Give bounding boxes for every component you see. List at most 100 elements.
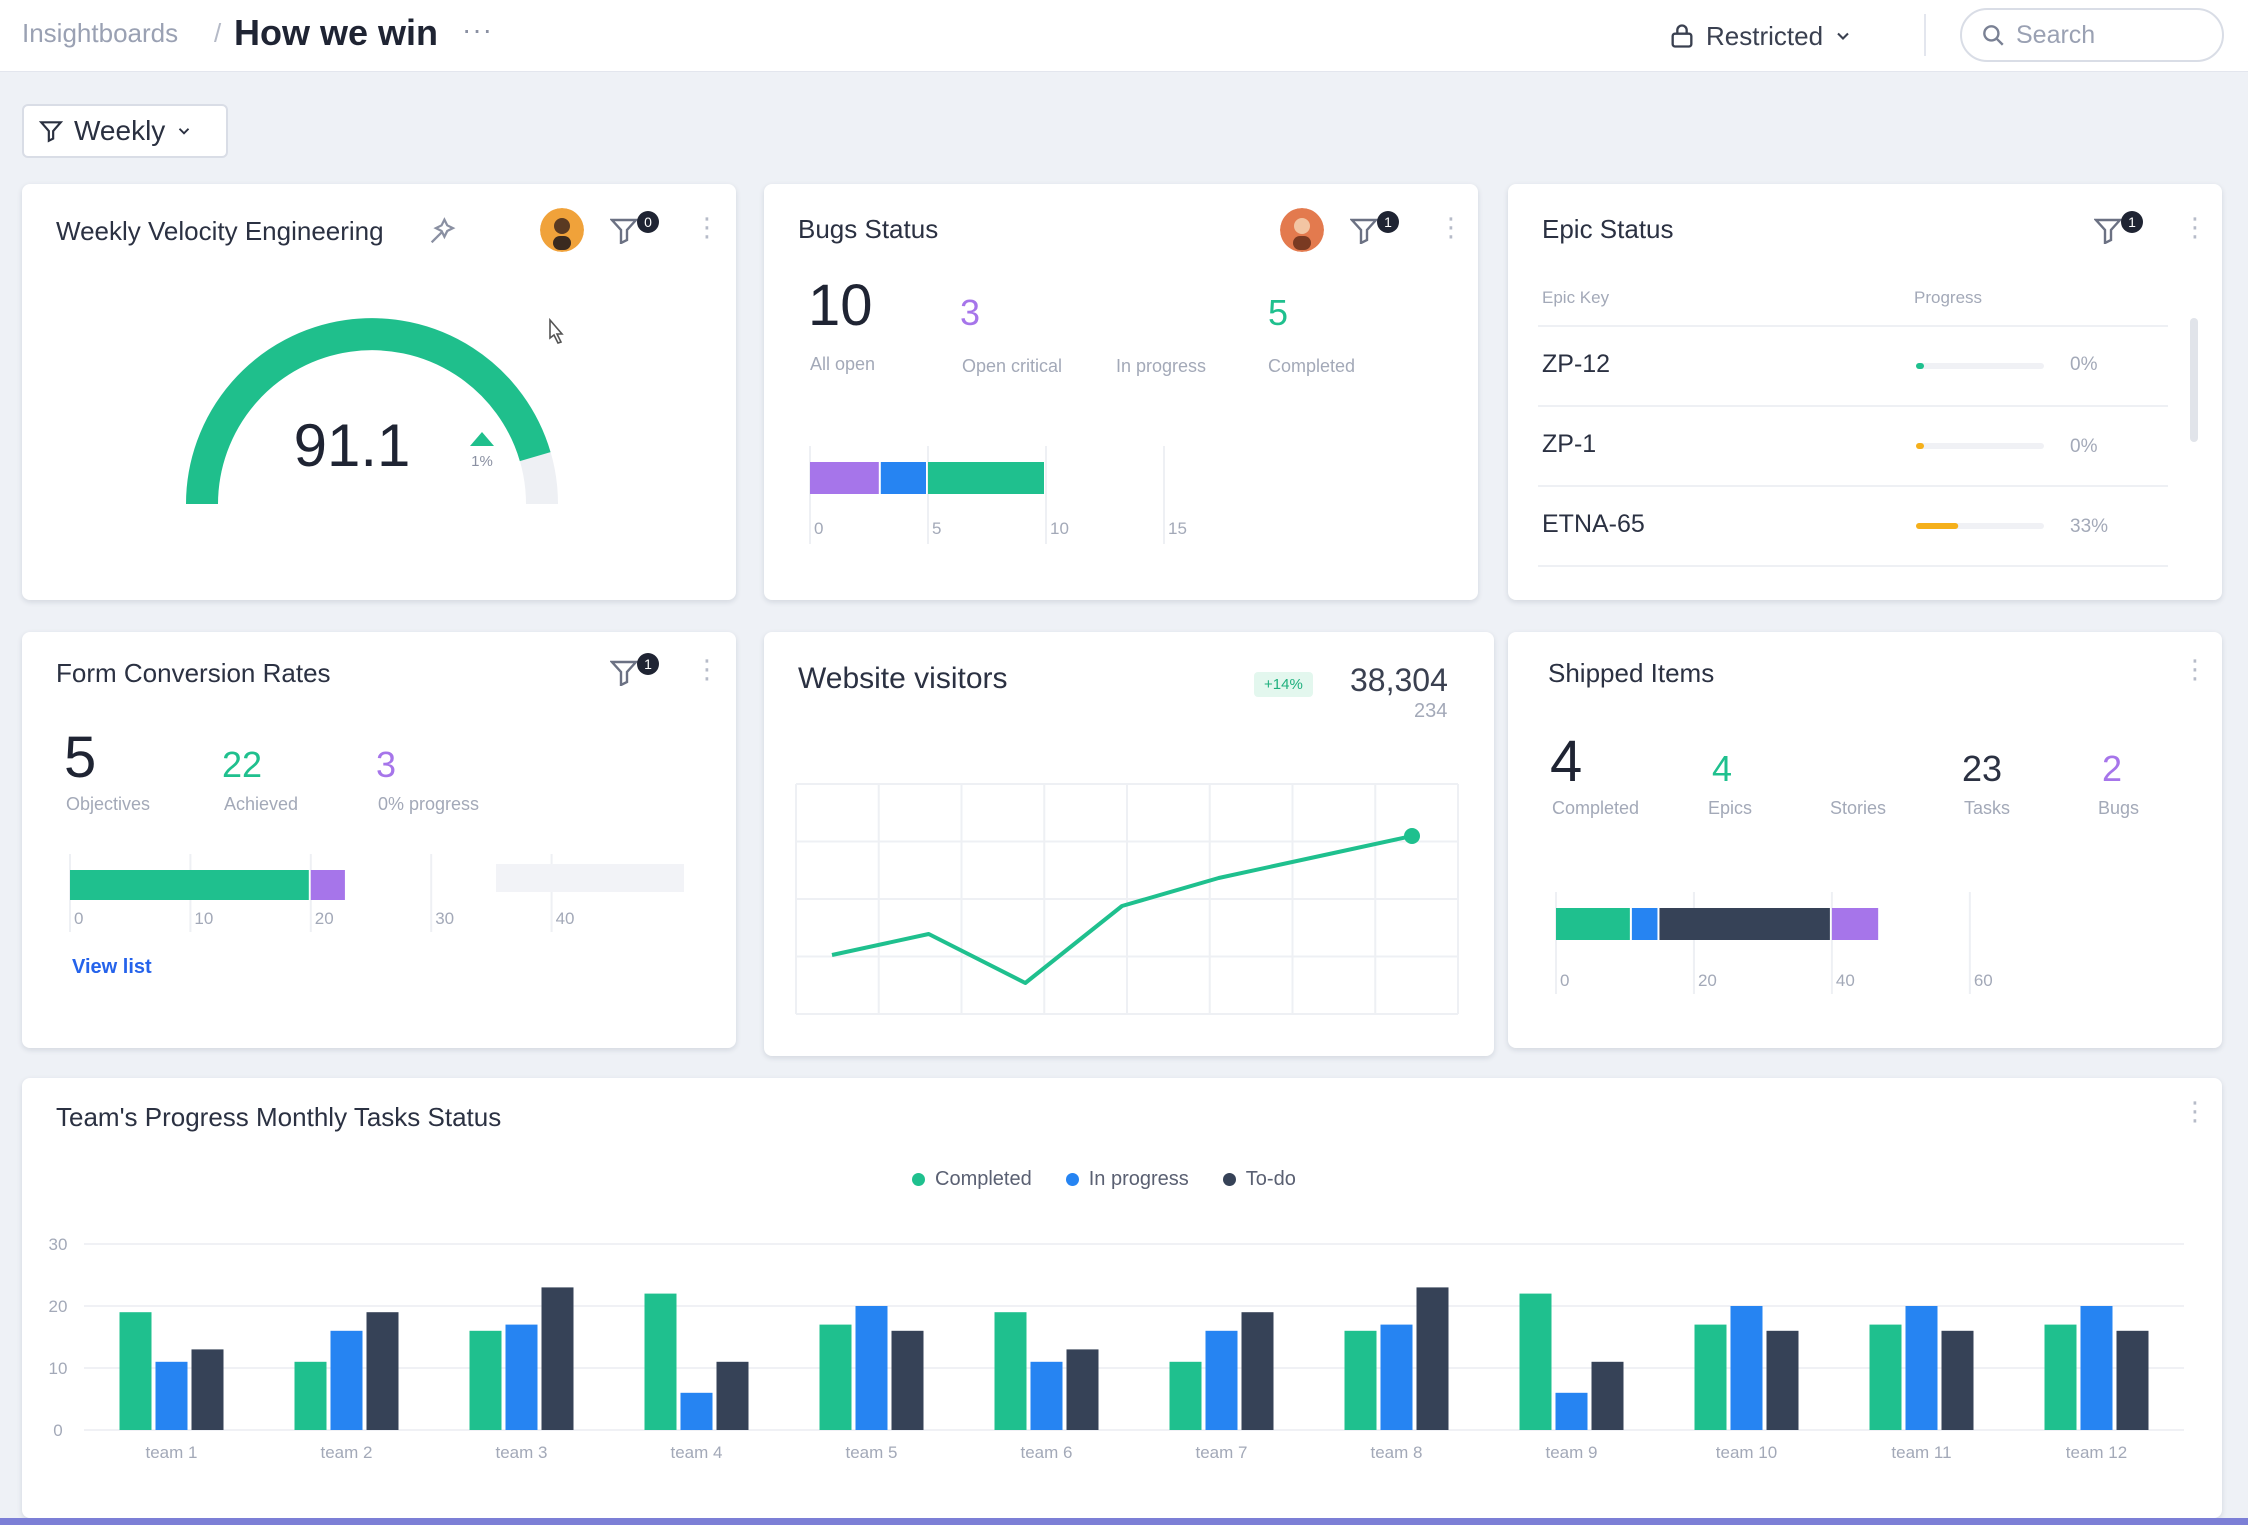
x-tick-label: team 8 (1371, 1443, 1423, 1462)
card-title: Shipped Items (1548, 658, 1715, 688)
epic-key[interactable]: ZP-12 (1542, 350, 1611, 378)
bar (1591, 1361, 1624, 1430)
avatar[interactable] (1280, 208, 1324, 252)
axis-tick-label: 0 (74, 909, 83, 928)
epic-key[interactable]: ZP-1 (1542, 430, 1597, 458)
top-bar: Insightboards / How we win ··· Restricte… (0, 0, 2248, 72)
stat-completed-value: 5 (1268, 292, 1289, 333)
search-input[interactable] (2016, 20, 2196, 50)
stat-bugs-label: Bugs (2098, 798, 2140, 818)
bar (1905, 1306, 1938, 1430)
x-tick-label: team 1 (146, 1443, 198, 1462)
y-tick-label: 10 (49, 1359, 68, 1378)
filter-icon (38, 121, 64, 143)
card-menu-button[interactable]: ⋮ (2182, 1096, 2208, 1126)
filter-count: 1 (2128, 214, 2136, 230)
filter-badge-icon[interactable]: 0 (610, 210, 660, 244)
card-menu-button[interactable]: ⋮ (2182, 654, 2208, 684)
bar (2116, 1330, 2149, 1430)
bar-segment (928, 462, 1044, 494)
filter-count: 0 (644, 214, 652, 230)
bar (330, 1330, 363, 1430)
bar-segment (70, 870, 309, 900)
bar (891, 1330, 924, 1430)
axis-tick-label: 15 (1168, 519, 1187, 538)
period-filter-button[interactable]: Weekly (22, 104, 228, 158)
x-tick-label: team 5 (846, 1443, 898, 1462)
stat-epics-label: Epics (1708, 798, 1753, 818)
chart-legend: Completed In progress To-do (912, 1168, 1296, 1191)
filter-badge-icon[interactable]: 1 (1350, 210, 1400, 244)
access-label: Restricted (1706, 20, 1824, 51)
bar (1694, 1324, 1727, 1430)
scrollbar-thumb[interactable] (2190, 318, 2198, 442)
column-header-progress: Progress (1914, 288, 1983, 307)
legend-label: Completed (935, 1168, 1032, 1190)
axis-tick-label: 40 (1836, 971, 1855, 990)
card-menu-button[interactable]: ⋮ (1438, 212, 1464, 242)
lock-people-icon (1671, 24, 1693, 48)
stat-bugs-value: 2 (2102, 748, 2123, 789)
progress-fill (1916, 443, 1924, 449)
stat-all-open-value: 10 (808, 273, 873, 338)
bar (1869, 1324, 1902, 1430)
form-bar-chart: 0 10 20 30 40 (69, 854, 684, 932)
x-tick-label: team 10 (1716, 1443, 1777, 1462)
bar (1519, 1293, 1552, 1430)
divider (1924, 14, 1926, 56)
bugs-card: Bugs Status 1 ⋮ 10 All open 3 Open criti… (764, 184, 1478, 600)
breadcrumb-insightboards[interactable]: Insightboards (22, 18, 179, 48)
trend-up-icon (470, 432, 494, 446)
view-list-link[interactable]: View list (72, 956, 152, 978)
x-tick-label: team 2 (321, 1443, 373, 1462)
stat-open-critical-label: Open critical (962, 356, 1063, 376)
legend-item-in-progress[interactable]: In progress (1065, 1168, 1189, 1191)
bar (469, 1330, 502, 1430)
bar (541, 1287, 574, 1430)
card-menu-button[interactable]: ⋮ (694, 654, 720, 684)
chevron-down-icon (1837, 32, 1849, 40)
search-box[interactable] (1960, 8, 2224, 62)
legend-item-to-do[interactable]: To-do (1222, 1168, 1296, 1191)
access-dropdown[interactable]: Restricted (1668, 16, 1853, 56)
team-progress-card: Team's Progress Monthly Tasks Status ⋮ C… (22, 1078, 2222, 1518)
legend-item-completed[interactable]: Completed (912, 1168, 1032, 1191)
bar (505, 1324, 538, 1430)
progress-fill (1916, 523, 1959, 529)
series-line (831, 834, 1413, 985)
card-menu-button[interactable]: ⋮ (694, 212, 720, 242)
card-menu-button[interactable]: ⋮ (2182, 212, 2208, 242)
bar (1030, 1361, 1063, 1430)
title-more-button[interactable]: ··· (462, 14, 493, 45)
axis-tick-label: 5 (932, 519, 941, 538)
bar (191, 1349, 224, 1430)
card-title: Website visitors (798, 662, 1008, 695)
series-end-point (1404, 828, 1420, 844)
bar (1169, 1361, 1202, 1430)
epic-progress-percent: 0% (2070, 354, 2098, 375)
stat-objectives-value: 5 (64, 725, 97, 790)
bar (1066, 1349, 1099, 1430)
bar-placeholder (496, 864, 684, 892)
website-visitors-card: Website visitors +14% 38,304 234 (764, 632, 1494, 1056)
epic-key[interactable]: ETNA-65 (1542, 510, 1645, 538)
x-tick-label: team 4 (671, 1443, 723, 1462)
avatar[interactable] (540, 208, 584, 252)
bar-segment (1631, 908, 1658, 940)
progress-fill (1916, 363, 1924, 369)
y-tick-label: 0 (53, 1421, 62, 1440)
stat-achieved-label: Achieved (224, 794, 299, 814)
bar (1416, 1287, 1449, 1430)
filter-badge-icon[interactable]: 1 (610, 652, 660, 686)
stat-stories-label: Stories (1830, 798, 1887, 818)
filter-badge-icon[interactable]: 1 (2094, 210, 2144, 244)
bar-segment (1831, 908, 1879, 940)
visitors-change-badge: +14% (1254, 672, 1313, 697)
bar (680, 1392, 713, 1430)
bar (1344, 1330, 1377, 1430)
epic-progress-percent: 33% (2070, 516, 2109, 537)
bar (1205, 1330, 1238, 1430)
card-title: Bugs Status (798, 214, 939, 244)
axis-tick-label: 10 (1050, 519, 1069, 538)
axis-tick-label: 60 (1974, 971, 1993, 990)
